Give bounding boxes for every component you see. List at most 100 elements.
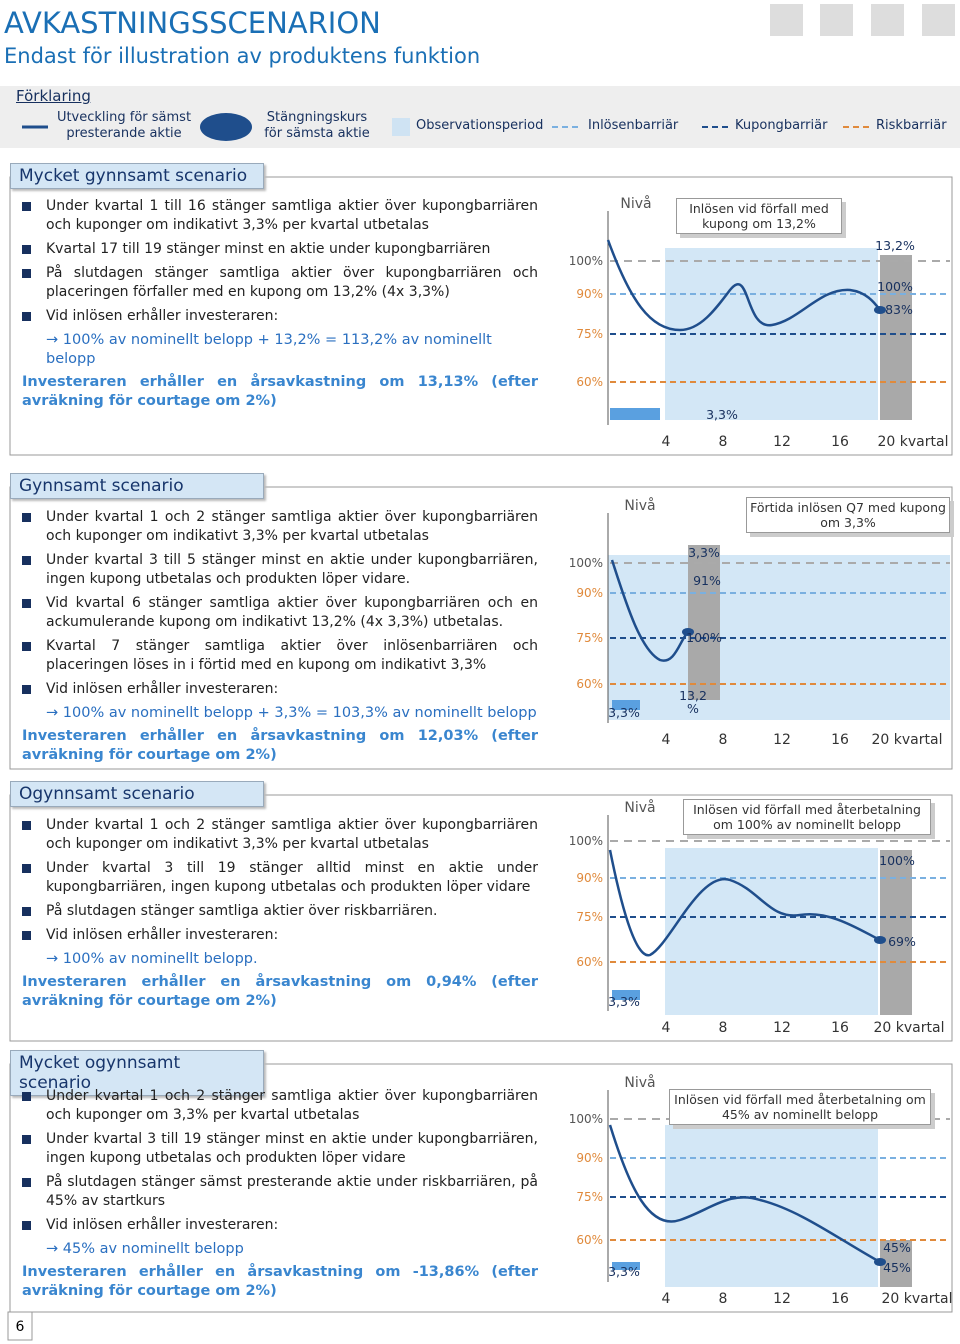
callout: Inlösen vid förfall med återbetalning om…: [669, 1089, 931, 1125]
value-label: 100%: [879, 853, 915, 868]
legend-heading: Förklaring: [16, 87, 91, 105]
value-label: 13,2%: [875, 238, 915, 253]
x-tick-label: 16: [831, 1291, 849, 1307]
coupon-bar: [612, 1262, 640, 1270]
close-marker: [682, 628, 694, 636]
bullet: På slutdagen stänger samtliga aktier öve…: [22, 902, 538, 921]
x-tick-label: 12: [773, 434, 791, 450]
y-tick-label: 90%: [576, 287, 603, 301]
coupon-bar: [612, 700, 640, 710]
value-label: 13,2: [679, 688, 707, 703]
value-label: 3,3%: [688, 545, 720, 560]
bullet: Vid inlösen erhåller investeraren:: [22, 926, 538, 945]
x-tick-label: 8: [719, 1020, 728, 1036]
bullet: Under kvartal 3 till 5 stänger minst en …: [22, 551, 538, 589]
bullet: Vid inlösen erhåller investeraren:: [22, 1216, 538, 1235]
bullet: På slutdagen stänger sämst presterande a…: [22, 1173, 538, 1211]
outcome: → 100% av nominellt belopp.: [22, 950, 538, 969]
x-tick-label: 4: [662, 732, 671, 748]
x-tick-label: 8: [719, 732, 728, 748]
x-tick-label: 20 kvartal: [874, 1020, 945, 1036]
bullet: Vid inlösen erhåller investeraren:: [22, 307, 538, 326]
x-tick-label: 4: [662, 1291, 671, 1307]
value-label: 3,3%: [608, 705, 640, 720]
bullet: Under kvartal 1 och 2 stänger samtliga a…: [22, 816, 538, 854]
level-label: Nivå: [624, 799, 655, 816]
x-tick-label: 8: [719, 1291, 728, 1307]
bullet: Kvartal 17 till 19 stänger minst en akti…: [22, 240, 538, 259]
close-marker: [874, 1258, 886, 1266]
y-tick-label: 100%: [569, 1112, 603, 1126]
level-label: Nivå: [624, 1074, 655, 1091]
x-tick-label: 20 kvartal: [878, 434, 949, 450]
x-tick-label: 12: [773, 1020, 791, 1036]
level-label: Nivå: [624, 497, 655, 514]
scenario-title: Gynnsamt scenario: [10, 473, 264, 499]
observation-period: [665, 1125, 878, 1287]
value-label: 3,3%: [608, 1264, 640, 1279]
scenario-title: Ogynnsamt scenario: [10, 781, 264, 807]
result: Investeraren erhåller en årsavkastning o…: [22, 728, 538, 763]
value-label: 100%: [877, 279, 913, 294]
y-tick-label: 90%: [576, 871, 603, 885]
close-marker: [874, 306, 886, 314]
result: Investeraren erhåller en årsavkastning o…: [22, 1264, 538, 1299]
coupon-bar: [610, 408, 660, 420]
bullet: Under kvartal 3 till 19 stänger minst en…: [22, 1130, 538, 1168]
x-tick-label: 16: [831, 1020, 849, 1036]
value-label: 45%: [883, 1260, 911, 1275]
x-tick-label: 12: [773, 1291, 791, 1307]
y-tick-label: 60%: [576, 677, 603, 691]
callout: Inlösen vid förfall med kupong om 13,2%: [676, 198, 842, 234]
arrow: →: [46, 1241, 63, 1257]
outcome-text: 100% av nominellt belopp.: [62, 951, 258, 967]
price-curve: [606, 239, 881, 332]
close-marker: [874, 936, 886, 944]
x-tick-label: 8: [719, 434, 728, 450]
y-tick-label: 75%: [576, 327, 603, 341]
x-tick-label: 20 kvartal: [882, 1291, 953, 1307]
value-label: 100%: [686, 630, 722, 645]
legend-item: Riskbarriär: [876, 118, 947, 133]
panel-border: [9, 176, 953, 456]
y-tick-label: 100%: [569, 254, 603, 268]
panel-border: [9, 794, 953, 1042]
y-tick-label: 60%: [576, 955, 603, 969]
panel-border: [9, 486, 953, 770]
y-tick-label: 90%: [576, 586, 603, 600]
value-label: %: [687, 701, 699, 716]
legend-item: Stängningskurs för sämsta aktie: [264, 110, 370, 141]
scenario-text: Under kvartal 1 och 2 stänger samtliga a…: [22, 1087, 538, 1301]
value-label: 3,3%: [608, 994, 640, 1009]
price-curve: [608, 849, 881, 957]
x-tick-label: 16: [831, 434, 849, 450]
coupon-bar: [612, 990, 640, 1000]
legend-item: Observationsperiod: [416, 118, 544, 133]
y-tick-label: 60%: [576, 1233, 603, 1247]
outcome-text: 100% av nominellt belopp + 13,2% = 113,2…: [46, 332, 492, 367]
outcome: → 100% av nominellt belopp + 3,3% = 103,…: [22, 704, 538, 723]
result: Investeraren erhåller en årsavkastning o…: [22, 974, 538, 1009]
legend-item: Inlösenbarriär: [588, 118, 679, 133]
y-tick-label: 100%: [569, 556, 603, 570]
bullet: Under kvartal 1 och 2 stänger samtliga a…: [22, 1087, 538, 1125]
x-tick-label: 4: [662, 1020, 671, 1036]
scenario-title: Mycket gynnsamt scenario: [10, 163, 264, 189]
scenario-text: Under kvartal 1 till 16 stänger samtliga…: [22, 197, 538, 411]
x-tick-label: 12: [773, 732, 791, 748]
bullet: Kvartal 7 stänger samtliga aktier över i…: [22, 637, 538, 675]
arrow: →: [46, 332, 63, 348]
bullet: Under kvartal 1 till 16 stänger samtliga…: [22, 197, 538, 235]
value-label: 69%: [888, 934, 916, 949]
price-curve: [610, 559, 689, 662]
callout: Förtida inlösen Q7 med kupong om 3,3%: [746, 497, 950, 533]
outcome-text: 100% av nominellt belopp + 3,3% = 103,3%…: [62, 705, 537, 721]
outcome-text: 45% av nominellt belopp: [62, 1241, 244, 1257]
result: Investeraren erhåller en årsavkastning o…: [22, 374, 538, 409]
y-tick-label: 75%: [576, 910, 603, 924]
page-number: 6: [16, 1319, 25, 1335]
final-bar: [880, 255, 912, 420]
callout: Inlösen vid förfall med återbetalning om…: [683, 799, 931, 835]
bullet: Vid inlösen erhåller investeraren:: [22, 680, 538, 699]
